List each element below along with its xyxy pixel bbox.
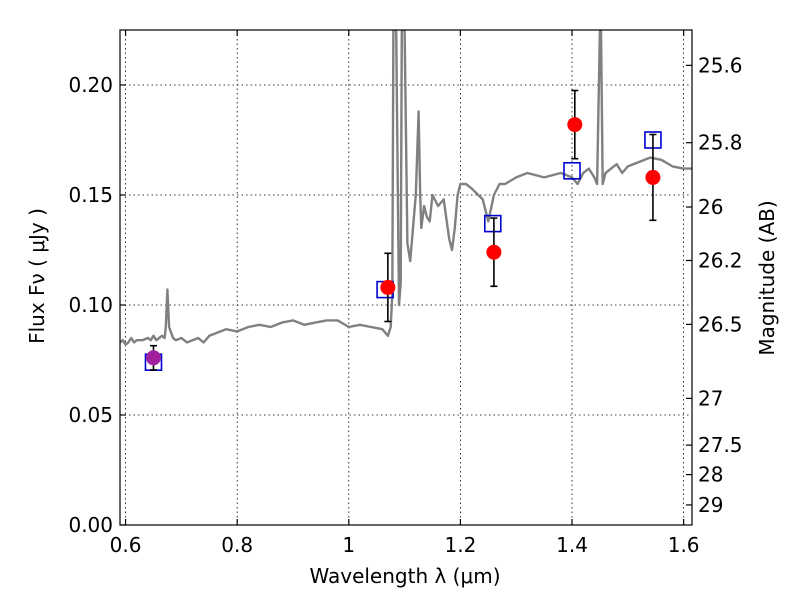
plot-frame [119,29,693,526]
observed-photometry-point [145,350,161,366]
spectrum-line [120,30,692,346]
mag-tick-label: 27.5 [698,433,743,457]
y-right-axis-title: Magnitude (AB) [755,200,779,355]
x-tick-label: 1 [342,533,355,557]
mag-tick-label: 25.6 [698,53,743,77]
observed-photometry-point [486,244,502,260]
tick-labels: 0.6 0.8 1 1.2 1.4 1.6 0.00 0.05 0.10 0.15 0.20 25.6… [68,53,742,557]
model-photometry-square [483,214,502,233]
x-axis-title: Wavelength λ (μm) [309,564,500,588]
mag-tick-label: 26.2 [698,249,743,273]
observed-photometry-point [380,279,396,295]
y-axis-title: Flux Fν ( μJy ) [25,208,49,344]
y-tick-label: 0.20 [68,73,113,97]
y-tick-label: 0.10 [68,293,113,317]
y-tick-label: 0.00 [68,513,113,537]
tick-marks [120,30,692,526]
grid-lines [120,30,692,525]
x-tick-label: 0.6 [110,533,142,557]
y-tick-label: 0.15 [68,183,113,207]
x-tick-label: 1.4 [556,533,588,557]
mag-tick-label: 28 [698,463,723,487]
observed-photometry-point [645,169,661,185]
mag-tick-label: 26 [698,195,723,219]
points-layer [144,89,662,372]
spectrum-layer [120,30,692,346]
x-tick-label: 1.2 [445,533,477,557]
y-tick-label: 0.05 [68,403,113,427]
mag-tick-label: 25.8 [698,131,743,155]
x-tick-label: 1.6 [668,533,700,557]
model-photometry-square [563,162,581,180]
observed-photometry-point [567,117,583,133]
x-tick-label: 0.8 [221,533,253,557]
mag-tick-label: 27 [698,386,723,410]
mag-tick-label: 26.5 [698,312,743,336]
mag-tick-label: 29 [698,493,723,517]
